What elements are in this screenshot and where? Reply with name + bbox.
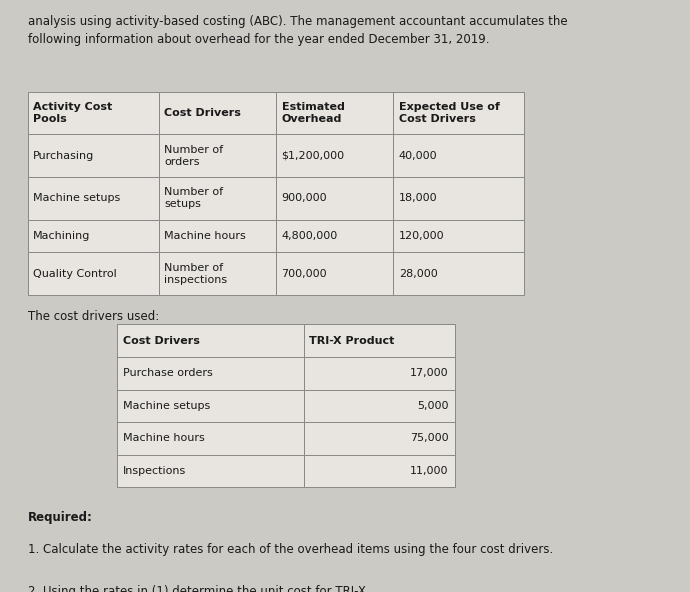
Text: Cost Drivers: Cost Drivers (164, 108, 241, 118)
Text: 120,000: 120,000 (399, 231, 444, 241)
Bar (117, 357, 304, 390)
Text: 11,000: 11,000 (410, 466, 448, 476)
Bar (276, 220, 393, 252)
Text: 900,000: 900,000 (282, 194, 327, 203)
Bar (393, 220, 524, 252)
Bar (304, 422, 455, 455)
Bar (304, 357, 455, 390)
Text: Machine hours: Machine hours (164, 231, 246, 241)
Text: The cost drivers used:: The cost drivers used: (28, 310, 159, 323)
Bar (393, 134, 524, 177)
Text: Expected Use of
Cost Drivers: Expected Use of Cost Drivers (399, 102, 500, 124)
Text: Number of
orders: Number of orders (164, 144, 224, 167)
Bar (159, 252, 276, 295)
Bar (117, 324, 304, 357)
Text: Number of
setups: Number of setups (164, 187, 224, 210)
Bar (304, 390, 455, 422)
Text: Number of
inspections: Number of inspections (164, 262, 227, 285)
Bar (159, 177, 276, 220)
Bar (28, 252, 159, 295)
Text: 4,800,000: 4,800,000 (282, 231, 338, 241)
Text: 40,000: 40,000 (399, 151, 437, 160)
Bar (276, 134, 393, 177)
Bar (28, 92, 159, 134)
Bar (159, 134, 276, 177)
Text: Machine setups: Machine setups (33, 194, 120, 203)
Bar (304, 455, 455, 487)
Bar (117, 422, 304, 455)
Text: Activity Cost
Pools: Activity Cost Pools (33, 102, 112, 124)
Bar (28, 177, 159, 220)
Text: 75,000: 75,000 (410, 433, 448, 443)
Text: Quality Control: Quality Control (33, 269, 117, 278)
Bar (393, 252, 524, 295)
Text: 700,000: 700,000 (282, 269, 327, 278)
Text: Cost Drivers: Cost Drivers (123, 336, 199, 346)
Text: 18,000: 18,000 (399, 194, 437, 203)
Bar (28, 220, 159, 252)
Text: 2. Using the rates in (1) determine the unit cost for TRI-X: 2. Using the rates in (1) determine the … (28, 585, 366, 592)
Bar (276, 177, 393, 220)
Text: Machine hours: Machine hours (123, 433, 204, 443)
Text: 5,000: 5,000 (417, 401, 448, 411)
Bar (393, 92, 524, 134)
Bar (117, 455, 304, 487)
Text: Inspections: Inspections (123, 466, 186, 476)
Text: 1. Calculate the activity rates for each of the overhead items using the four co: 1. Calculate the activity rates for each… (28, 543, 553, 556)
Text: TRI-X Product: TRI-X Product (309, 336, 395, 346)
Bar (117, 390, 304, 422)
Bar (276, 252, 393, 295)
Bar (159, 92, 276, 134)
Bar (276, 92, 393, 134)
Text: $1,200,000: $1,200,000 (282, 151, 344, 160)
Text: Machining: Machining (33, 231, 90, 241)
Text: 28,000: 28,000 (399, 269, 437, 278)
Bar (393, 177, 524, 220)
Text: Purchase orders: Purchase orders (123, 368, 213, 378)
Text: Machine setups: Machine setups (123, 401, 210, 411)
Text: Estimated
Overhead: Estimated Overhead (282, 102, 344, 124)
Text: 17,000: 17,000 (410, 368, 448, 378)
Bar (304, 324, 455, 357)
Text: Purchasing: Purchasing (33, 151, 95, 160)
Bar (159, 220, 276, 252)
Text: analysis using activity-based costing (ABC). The management accountant accumulat: analysis using activity-based costing (A… (28, 15, 567, 46)
Text: Required:: Required: (28, 511, 92, 524)
Bar (28, 134, 159, 177)
